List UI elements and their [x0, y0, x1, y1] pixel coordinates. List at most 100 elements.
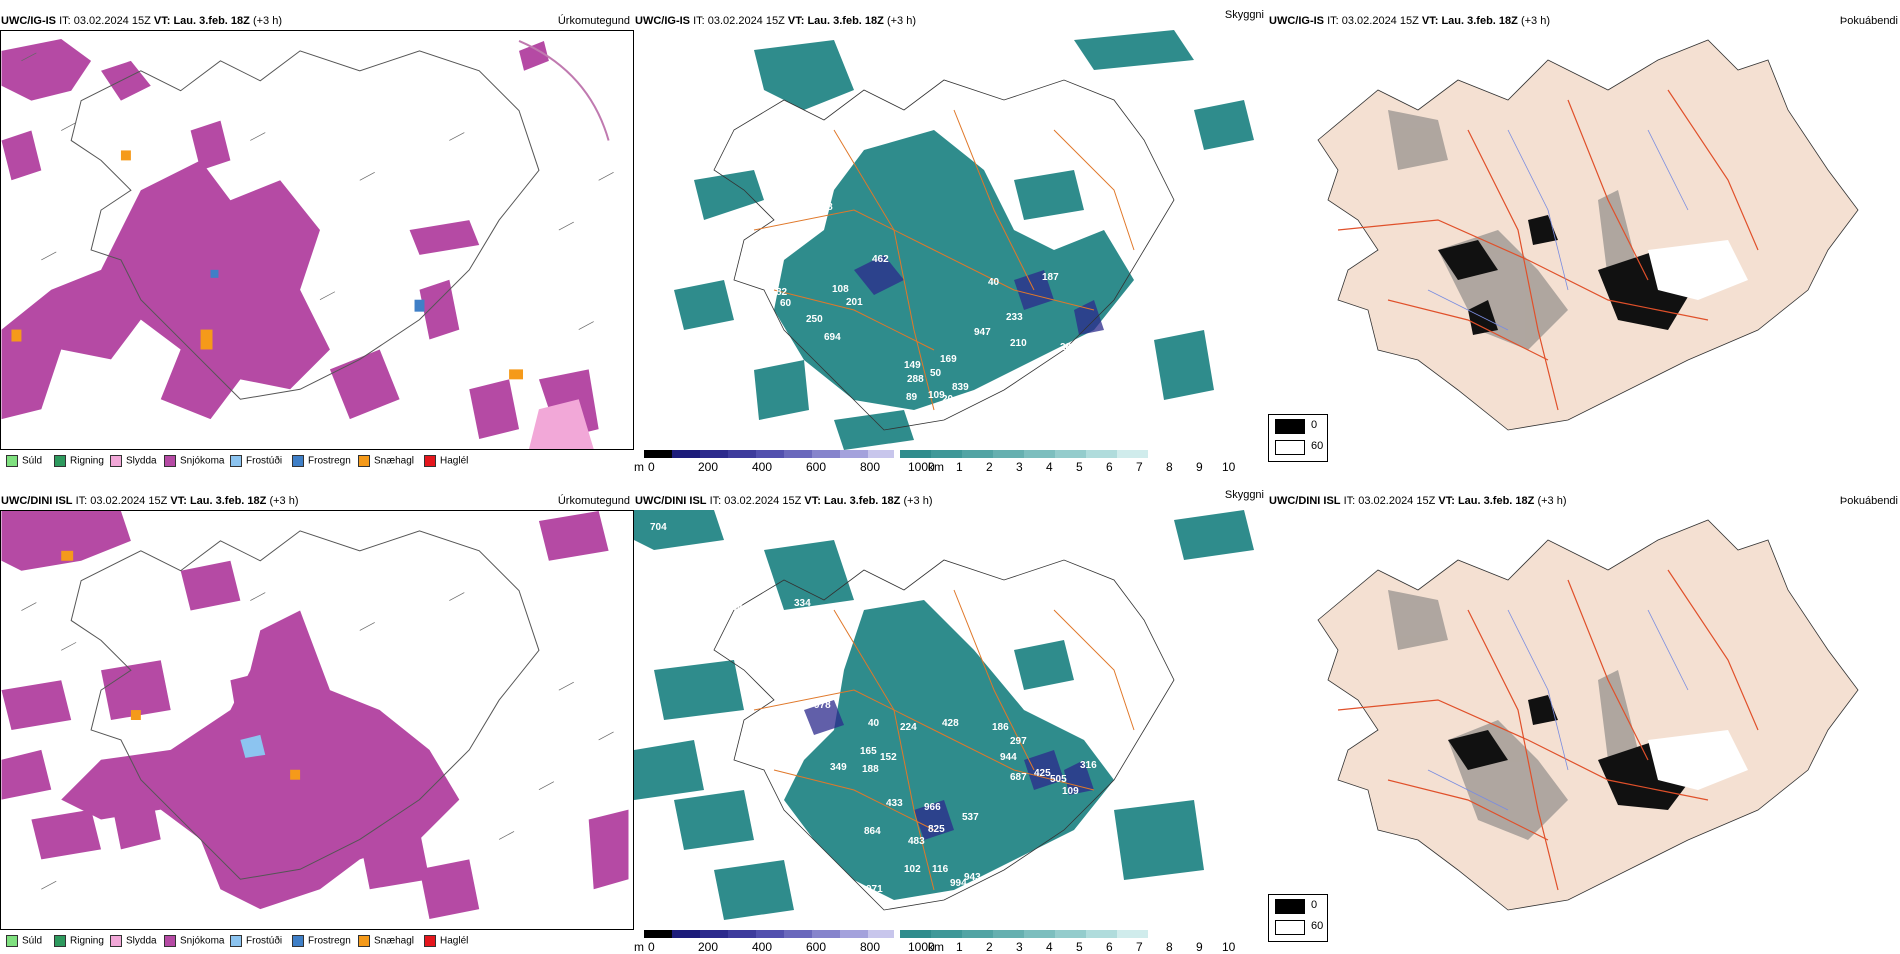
visibility-colorbar-km: [900, 930, 1148, 938]
fog-map: [1317, 39, 1859, 431]
precip-panel-row1: UWC/IG-IS IT: 03.02.2024 15Z VT: Lau. 3.…: [0, 12, 634, 472]
visibility-label: 943: [964, 872, 981, 883]
visibility-label: 708: [952, 430, 969, 441]
visibility-label: 966: [924, 802, 941, 813]
snow-pellets-swatch: [358, 455, 370, 467]
visibility-scale-km: km 1 2 3 4 5 6 7 8 9 10: [928, 940, 1236, 954]
visibility-label: 996: [934, 432, 951, 443]
visibility-label: 839: [952, 382, 969, 393]
visibility-label: 250: [806, 314, 823, 325]
freezing-drizzle-swatch: [230, 935, 242, 947]
visibility-label: 89: [906, 392, 918, 403]
legend-item-hail: Haglél: [424, 935, 468, 947]
visibility-label: 102: [904, 864, 921, 875]
legend-item-snow-pellets: Snæhagl: [358, 935, 414, 947]
visibility-panel-row1: UWC/IG-IS IT: 03.02.2024 15Z VT: Lau. 3.…: [634, 9, 1268, 474]
visibility-label: 462: [872, 254, 889, 265]
visibility-label: 40: [988, 277, 1000, 288]
visibility-label: 148: [816, 202, 833, 213]
legend-item-rain: Rigning: [54, 935, 104, 947]
precip-legend: Súld Rigning Slydda Snjókoma Frostúði Fr…: [0, 930, 634, 952]
precip-legend: Súld Rigning Slydda Snjókoma Frostúði Fr…: [0, 450, 634, 472]
visibility-label: 316: [1080, 760, 1097, 771]
scale-unit-m: m: [634, 460, 644, 474]
visibility-label: 537: [962, 812, 979, 823]
visibility-label: 50: [930, 368, 942, 379]
visibility-label: 116: [932, 864, 949, 875]
visibility-label: 233: [1006, 312, 1023, 323]
visibility-label: 694: [824, 332, 841, 343]
visibility-label: 864: [864, 826, 881, 837]
legend-item-freezing-rain: Frostregn: [292, 935, 351, 947]
panel-header: UWC/IG-IS IT: 03.02.2024 15Z VT: Lau. 3.…: [0, 12, 634, 30]
visibility-label: 287: [1060, 342, 1077, 353]
visibility-label: 774: [720, 510, 737, 521]
scale-unit-m: m: [634, 940, 644, 954]
visibility-label: 425: [1034, 768, 1051, 779]
snow-swatch: [164, 935, 176, 947]
visibility-scale-m: m 0 200 400 600 800 1000: [634, 940, 935, 954]
visibility-colorbar-m: [644, 450, 894, 458]
rain-swatch: [54, 455, 66, 467]
legend-item-sleet: Slydda: [110, 935, 157, 947]
visibility-scale-m: m 0 200 400 600 800 1000: [634, 460, 935, 474]
panel-run-info: UWC/IG-IS IT: 03.02.2024 15Z VT: Lau. 3.…: [1, 15, 282, 27]
legend-item-freezing-drizzle: Frostúði: [230, 455, 282, 467]
precip-map: [0, 510, 634, 930]
scale-unit-km: km: [928, 460, 944, 474]
panel-title: Þokuábendi: [1839, 495, 1898, 507]
legend-item-sleet: Slydda: [110, 455, 157, 467]
panel-run-info: UWC/DINI ISL IT: 03.02.2024 15Z VT: Lau.…: [635, 495, 933, 507]
visibility-label: 483: [908, 836, 925, 847]
fog-legend-row1: 0 60: [1268, 414, 1328, 462]
visibility-panel-row2: UWC/DINI ISL IT: 03.02.2024 15Z VT: Lau.…: [634, 489, 1268, 954]
legend-item-snow: Snjókoma: [164, 455, 224, 467]
visibility-label: 994: [950, 878, 967, 889]
precip-map: [0, 30, 634, 450]
visibility-label: 835: [820, 407, 837, 418]
visibility-label: 152: [880, 752, 897, 763]
visibility-label: 108: [832, 284, 849, 295]
visibility-label: 188: [862, 764, 879, 775]
legend-item-snow: Snjókoma: [164, 935, 224, 947]
legend-item-drizzle: Súld: [6, 455, 42, 467]
visibility-label: 210: [1010, 338, 1027, 349]
visibility-label: 926: [1144, 412, 1161, 423]
visibility-label: 947: [974, 327, 991, 338]
visibility-scale-km: km 1 2 3 4 5 6 7 8 9 10: [928, 460, 1236, 474]
fog-legend-black-swatch: [1275, 899, 1305, 914]
hail-swatch: [424, 455, 436, 467]
visibility-label: 165: [860, 746, 877, 757]
visibility-label: 349: [830, 762, 847, 773]
drizzle-swatch: [6, 935, 18, 947]
fog-map: [1317, 519, 1859, 911]
visibility-label: 82: [776, 287, 788, 298]
visibility-label: 505: [1050, 774, 1067, 785]
panel-title: Þokuábendi: [1839, 15, 1898, 27]
visibility-label: 297: [1010, 736, 1027, 747]
legend-item-freezing-rain: Frostregn: [292, 455, 351, 467]
sleet-swatch: [110, 455, 122, 467]
scale-unit-km: km: [928, 940, 944, 954]
visibility-label: 149: [904, 360, 921, 371]
fog-panel-row2: UWC/DINI ISL IT: 03.02.2024 15Z VT: Lau.…: [1268, 492, 1900, 952]
visibility-label: 704: [650, 522, 667, 533]
legend-item-drizzle: Súld: [6, 935, 42, 947]
sleet-swatch: [110, 935, 122, 947]
visibility-label: 40: [868, 718, 880, 729]
visibility-colorbar-km: [900, 450, 1148, 458]
visibility-colorbar-m: [644, 930, 894, 938]
visibility-label: 201: [846, 297, 863, 308]
panel-run-info: UWC/IG-IS IT: 03.02.2024 15Z VT: Lau. 3.…: [635, 15, 916, 27]
visibility-label: 109: [928, 390, 945, 401]
legend-item-hail: Haglél: [424, 455, 468, 467]
snow-pellets-swatch: [358, 935, 370, 947]
legend-item-rain: Rigning: [54, 455, 104, 467]
panel-header: UWC/IG-IS IT: 03.02.2024 15Z VT: Lau. 3.…: [634, 9, 1268, 30]
panel-title: Skyggni: [1224, 489, 1264, 501]
visibility-label: 60: [780, 298, 792, 309]
visibility-label: 187: [1042, 272, 1059, 283]
panel-header: UWC/DINI ISL IT: 03.02.2024 15Z VT: Lau.…: [0, 492, 634, 510]
rain-swatch: [54, 935, 66, 947]
panel-run-info: UWC/DINI ISL IT: 03.02.2024 15Z VT: Lau.…: [1269, 495, 1567, 507]
